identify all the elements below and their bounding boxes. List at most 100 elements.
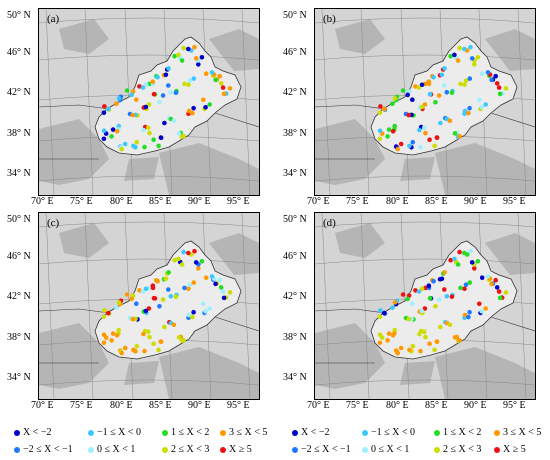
lon-tick-label: 75° E	[346, 196, 369, 207]
station-marker	[155, 279, 160, 284]
map-canvas-a	[39, 9, 259, 195]
station-marker	[483, 102, 488, 107]
station-marker	[452, 52, 457, 58]
terrain-shade	[209, 29, 259, 71]
terrain-shade	[39, 119, 109, 185]
station-marker	[140, 85, 146, 90]
station-marker	[114, 101, 119, 107]
panel-label: (b)	[323, 13, 336, 25]
lat-tick-label: 50° N	[283, 214, 307, 225]
longitude-line	[321, 213, 331, 399]
station-marker	[116, 123, 121, 129]
station-marker	[485, 274, 491, 279]
legend-label: −1 ≤ X < 0	[371, 427, 415, 438]
station-marker	[497, 295, 503, 301]
lat-tick-label: 38° N	[283, 332, 307, 343]
lat-tick-label: 42° N	[7, 291, 31, 302]
station-marker	[392, 123, 397, 129]
station-marker	[382, 310, 387, 316]
latitude-line	[39, 175, 259, 182]
station-marker	[494, 285, 500, 290]
legend-label: 2 ≤ X < 3	[443, 444, 482, 455]
station-marker	[378, 104, 383, 109]
station-marker	[151, 295, 157, 301]
lon-tick-label: 90° E	[464, 400, 487, 411]
legend-label: X < −2	[23, 427, 52, 438]
station-marker	[390, 333, 396, 338]
station-marker	[455, 262, 461, 267]
station-marker	[436, 297, 442, 302]
station-marker	[427, 295, 433, 301]
legend-swatch	[494, 446, 500, 453]
station-marker	[101, 136, 107, 142]
station-marker	[155, 75, 160, 80]
station-marker	[218, 285, 224, 290]
terrain-shade	[124, 361, 159, 385]
station-marker	[419, 104, 425, 110]
station-marker	[496, 85, 502, 90]
station-marker	[455, 58, 461, 63]
station-marker	[431, 279, 436, 284]
legend-swatch	[434, 446, 440, 453]
latitude-line	[315, 258, 535, 265]
legend-swatch	[14, 446, 20, 453]
station-marker	[186, 312, 192, 318]
station-marker	[142, 144, 147, 150]
legend-swatch	[162, 446, 168, 453]
station-marker	[479, 275, 485, 280]
station-marker	[199, 55, 205, 60]
station-marker	[472, 266, 477, 271]
longitude-line	[84, 9, 94, 195]
station-marker	[186, 82, 191, 87]
station-marker	[146, 306, 152, 311]
station-marker	[207, 102, 212, 107]
station-marker	[122, 345, 128, 351]
station-marker	[423, 130, 428, 136]
station-marker	[466, 110, 471, 116]
station-marker	[467, 280, 473, 285]
station-marker	[462, 82, 467, 87]
station-marker	[158, 339, 164, 344]
station-marker	[156, 143, 161, 149]
legend-label: 3 ≤ X < 5	[229, 427, 268, 438]
station-marker	[168, 294, 174, 299]
station-marker	[162, 324, 167, 330]
station-marker	[101, 340, 107, 346]
station-marker	[452, 256, 457, 262]
station-marker	[493, 277, 498, 283]
station-marker	[444, 90, 450, 95]
station-marker	[157, 304, 162, 309]
station-marker	[392, 96, 398, 101]
station-marker	[191, 309, 196, 315]
station-marker	[190, 110, 195, 116]
station-marker	[436, 93, 442, 98]
station-marker	[116, 327, 121, 333]
station-marker	[181, 45, 186, 51]
terrain-shade	[315, 323, 385, 389]
station-marker	[477, 97, 482, 103]
station-marker	[390, 101, 395, 107]
station-marker	[172, 53, 177, 59]
latitude-line	[315, 175, 535, 182]
lon-tick-label: 90° E	[188, 400, 211, 411]
station-marker	[398, 345, 404, 351]
station-marker	[496, 289, 502, 294]
station-marker	[438, 324, 443, 330]
longitude-line	[321, 9, 331, 195]
station-marker	[199, 259, 205, 264]
station-marker	[439, 276, 445, 282]
station-marker	[386, 331, 392, 336]
station-marker	[129, 92, 134, 98]
station-marker	[217, 73, 222, 79]
station-marker	[163, 72, 169, 78]
station-marker	[218, 81, 224, 86]
station-marker	[102, 104, 107, 109]
lon-tick-label: 95° E	[503, 196, 526, 207]
lat-tick-label: 38° N	[7, 332, 31, 343]
station-marker	[179, 58, 185, 63]
station-marker	[432, 347, 437, 353]
station-marker	[201, 97, 206, 103]
station-marker	[442, 83, 447, 88]
latitude-line	[315, 17, 535, 24]
station-marker	[479, 309, 484, 314]
